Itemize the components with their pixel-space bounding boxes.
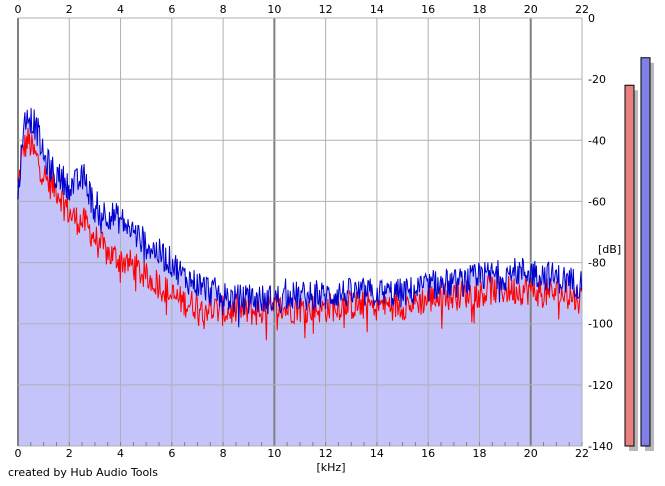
y-tick-label: -120 xyxy=(588,379,613,392)
x-tick-label-bottom: 16 xyxy=(421,447,435,460)
x-tick-label-top: 22 xyxy=(575,3,589,16)
y-axis-unit-label: [dB] xyxy=(598,243,621,256)
x-tick-label-top: 16 xyxy=(421,3,435,16)
y-tick-label: -140 xyxy=(588,440,613,453)
x-tick-label-bottom: 6 xyxy=(168,447,175,460)
x-axis-bottom: 0 2 4 6 8 10 12 14 16 18 20 22 xyxy=(15,447,590,460)
right-channel-line xyxy=(17,107,583,328)
x-tick-label-top: 18 xyxy=(472,3,486,16)
x-tick-label-bottom: 14 xyxy=(370,447,384,460)
x-axis-top: 0 2 4 6 8 10 12 14 16 18 20 22 xyxy=(15,3,590,16)
x-tick-label-top: 2 xyxy=(66,3,73,16)
y-tick-label: -100 xyxy=(588,318,613,331)
right-level-meter xyxy=(640,57,651,447)
x-tick-label-top: 8 xyxy=(220,3,227,16)
x-tick-label-top: 14 xyxy=(370,3,384,16)
left-channel-line xyxy=(17,127,583,341)
x-tick-label-bottom: 2 xyxy=(66,447,73,460)
x-tick-label-bottom: 10 xyxy=(267,447,281,460)
x-tick-label-bottom: 8 xyxy=(220,447,227,460)
x-tick-label-bottom: 12 xyxy=(319,447,333,460)
y-axis: 0 -20 -40 -60 -80 -100 -120 -140 xyxy=(588,12,613,453)
x-tick-label-top: 20 xyxy=(524,3,538,16)
y-tick-label: -20 xyxy=(588,73,606,86)
x-tick-label-top: 0 xyxy=(15,3,22,16)
level-meters xyxy=(624,57,654,451)
y-tick-label: -80 xyxy=(588,257,606,270)
x-tick-label-bottom: 18 xyxy=(472,447,486,460)
x-tick-label-top: 10 xyxy=(267,3,281,16)
x-tick-label-bottom: 22 xyxy=(575,447,589,460)
x-tick-label-top: 12 xyxy=(319,3,333,16)
credit-text: created by Hub Audio Tools xyxy=(8,466,158,479)
spectrum-area-fill xyxy=(18,107,582,447)
x-tick-label-top: 6 xyxy=(168,3,175,16)
grid-lines xyxy=(17,17,583,447)
x-tick-label-bottom: 4 xyxy=(117,447,124,460)
y-tick-label: -40 xyxy=(588,134,606,147)
y-tick-label: -60 xyxy=(588,195,606,208)
x-axis-unit-label: [kHz] xyxy=(317,461,346,474)
x-tick-label-top: 4 xyxy=(117,3,124,16)
x-tick-label-bottom: 20 xyxy=(524,447,538,460)
x-tick-label-bottom: 0 xyxy=(15,447,22,460)
left-level-meter xyxy=(624,84,635,447)
y-tick-label: 0 xyxy=(588,12,595,25)
